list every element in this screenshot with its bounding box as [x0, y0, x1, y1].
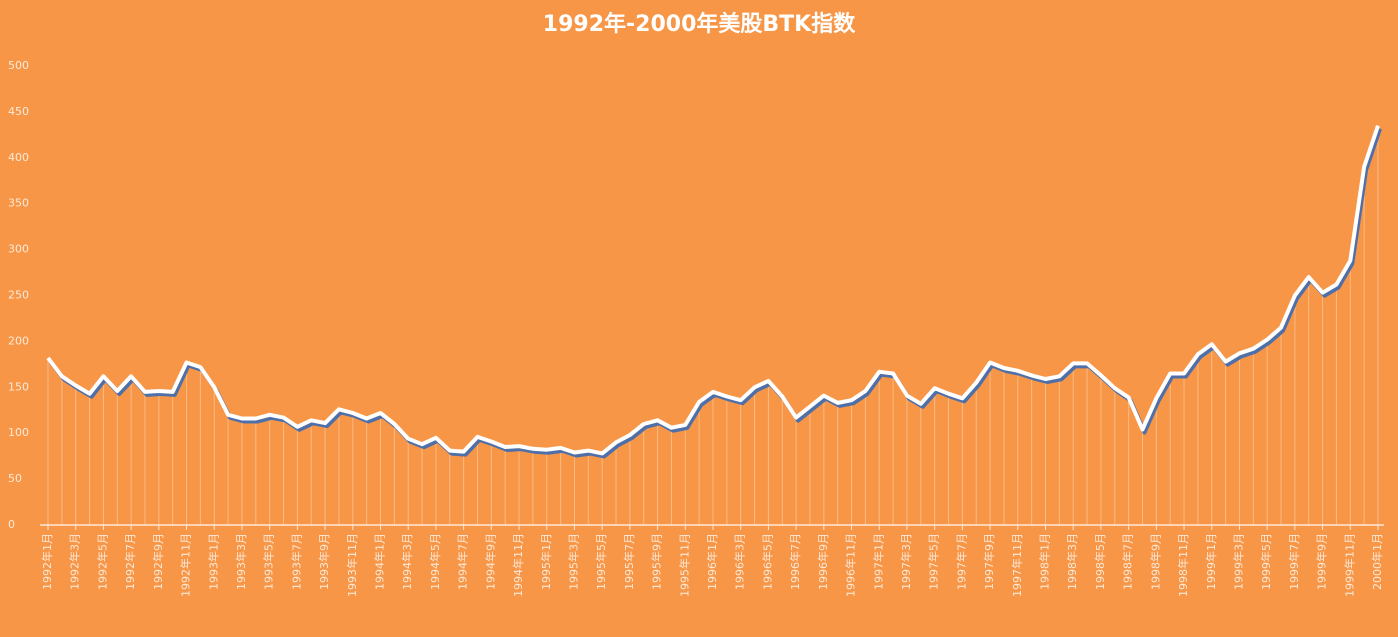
y-tick-label: 250 — [8, 289, 29, 302]
x-tick-label: 1994年7月 — [456, 533, 470, 590]
x-tick-label: 1998年7月 — [1121, 533, 1135, 590]
x-tick-label: 1993年11月 — [345, 533, 359, 597]
chart-title: 1992年-2000年美股BTK指数 — [543, 11, 856, 37]
x-tick-label: 1995年7月 — [622, 533, 636, 590]
line — [46, 125, 1380, 456]
x-tick-label: 1993年3月 — [234, 533, 248, 590]
y-tick-label: 200 — [8, 334, 29, 347]
x-tick-label: 1994年1月 — [373, 533, 387, 590]
x-tick-label: 1996年7月 — [788, 533, 802, 590]
x-tick-label: 1994年11月 — [511, 533, 525, 597]
x-tick-label: 1994年3月 — [400, 533, 414, 590]
y-tick-label: 400 — [8, 151, 29, 164]
x-tick-label: 1992年7月 — [123, 533, 137, 590]
x-tick-label: 1994年5月 — [428, 533, 442, 590]
y-tick-label: 350 — [8, 197, 29, 210]
x-tick-label: 1994年9月 — [483, 533, 497, 590]
x-tick-label: 1999年11月 — [1342, 533, 1356, 597]
x-tick-label: 1997年9月 — [982, 533, 996, 590]
x-tick-label: 1995年11月 — [677, 533, 691, 597]
x-tick-label: 1997年3月 — [899, 533, 913, 590]
x-tick-label: 1997年7月 — [954, 533, 968, 590]
y-tick-label: 150 — [8, 380, 29, 393]
x-tick-label: 2000年1月 — [1370, 533, 1384, 590]
y-tick-label: 50 — [8, 472, 22, 485]
y-tick-label: 500 — [8, 59, 29, 72]
y-tick-label: 450 — [8, 105, 29, 118]
x-tick-label: 1993年5月 — [262, 533, 276, 590]
x-tick-label: 1992年3月 — [68, 533, 82, 590]
x-tick-label: 1999年1月 — [1204, 533, 1218, 590]
x-tick-label: 1996年3月 — [733, 533, 747, 590]
x-tick-label: 1996年5月 — [760, 533, 774, 590]
x-tick-label: 1996年9月 — [816, 533, 830, 590]
x-tick-label: 1997年11月 — [1010, 533, 1024, 597]
x-tick-label: 1995年1月 — [539, 533, 553, 590]
x-tick-label: 1993年1月 — [206, 533, 220, 590]
y-tick-label: 300 — [8, 243, 29, 256]
x-tick-label: 1998年11月 — [1176, 533, 1190, 597]
x-tick-label: 1998年1月 — [1038, 533, 1052, 590]
x-tick-label: 1995年5月 — [594, 533, 608, 590]
x-tick-label: 1998年9月 — [1148, 533, 1162, 590]
x-tick-label: 1999年3月 — [1231, 533, 1245, 590]
x-tick-label: 1997年5月 — [927, 533, 941, 590]
x-tick-label: 1993年7月 — [289, 533, 303, 590]
x-tick-label: 1992年5月 — [95, 533, 109, 590]
x-tick-label: 1997年1月 — [871, 533, 885, 590]
x-tick-label: 1996年1月 — [705, 533, 719, 590]
x-tick-label: 1996年11月 — [844, 533, 858, 597]
x-tick-label: 1992年1月 — [40, 533, 54, 590]
x-tick-label: 1999年7月 — [1287, 533, 1301, 590]
x-tick-label: 1998年5月 — [1093, 533, 1107, 590]
x-tick-label: 1999年9月 — [1315, 533, 1329, 590]
x-tick-label: 1992年9月 — [151, 533, 165, 590]
x-tick-label: 1995年3月 — [566, 533, 580, 590]
y-tick-label: 0 — [8, 518, 15, 531]
x-tick-label: 1998年3月 — [1065, 533, 1079, 590]
x-tick-label: 1992年11月 — [179, 533, 193, 597]
line-shadow — [48, 128, 1382, 459]
y-tick-label: 100 — [8, 426, 29, 439]
x-tick-label: 1993年9月 — [317, 533, 331, 590]
x-tick-label: 1999年5月 — [1259, 533, 1273, 590]
x-tick-label: 1995年9月 — [650, 533, 664, 590]
